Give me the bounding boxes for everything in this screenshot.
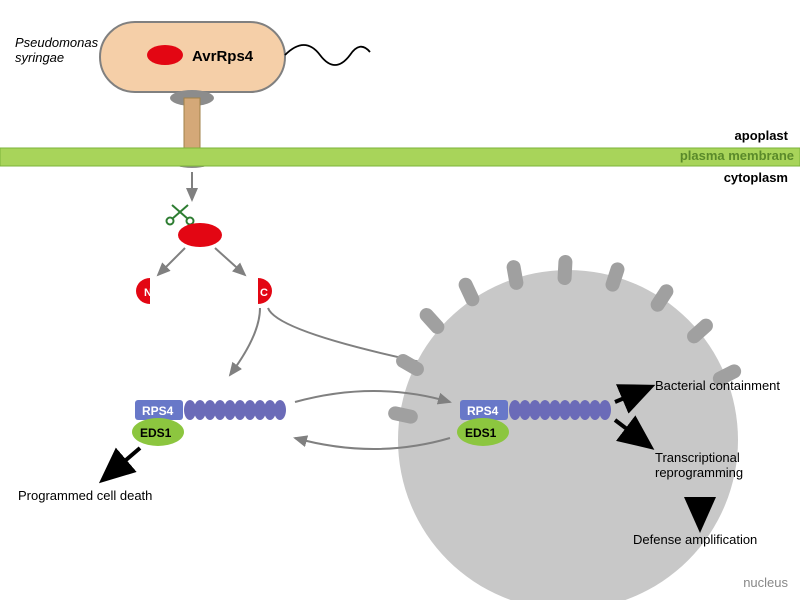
n-label: N [144, 287, 152, 299]
arrow-to-n [158, 248, 185, 275]
pcd-label: Programmed cell death [18, 488, 152, 503]
organism-label: Pseudomonas syringae [15, 35, 105, 65]
c-label: C [260, 287, 268, 299]
svg-text:RPS4: RPS4 [467, 404, 499, 418]
arrow-pcd [105, 448, 140, 478]
nucleus-label: nucleus [743, 575, 788, 590]
svg-text:EDS1: EDS1 [465, 426, 497, 440]
amplification-label: Defense amplification [633, 532, 757, 547]
scissors-icon [167, 205, 194, 225]
rps4-complex-cyto: RPS4 EDS1 [132, 400, 286, 446]
svg-text:RPS4: RPS4 [142, 404, 174, 418]
effector-dot-icon [147, 45, 183, 65]
apoplast-label: apoplast [735, 128, 788, 143]
nucleus-icon [387, 255, 744, 600]
membrane-label: plasma membrane [680, 148, 794, 163]
effector-label: AvrRps4 [192, 48, 253, 65]
arrow-to-c [215, 248, 245, 275]
arrow-c-left [230, 308, 260, 375]
containment-label: Bacterial containment [655, 378, 780, 393]
effector-full-icon [178, 223, 222, 247]
reprogramming-label: Transcriptional reprogramming [655, 450, 785, 480]
cytoplasm-label: cytoplasm [724, 170, 788, 185]
svg-text:EDS1: EDS1 [140, 426, 172, 440]
